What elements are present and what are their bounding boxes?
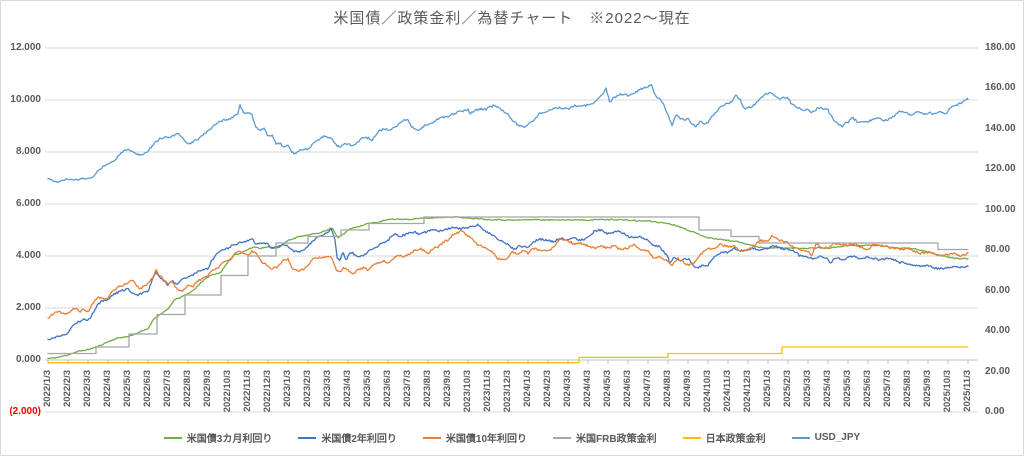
y-right-tick-label: 120.00 <box>985 163 1016 175</box>
x-tick-label: 2022/11/3 <box>242 370 253 412</box>
legend-label: 米国債3カ月利回り <box>186 434 273 445</box>
legend-label: USD_JPY <box>814 432 861 443</box>
legend-marker-line <box>682 436 701 439</box>
y-right-tick-label: 80.00 <box>985 244 1011 256</box>
x-tick-label: 2024/3/3 <box>562 370 573 407</box>
legend-label: 日本政策金利 <box>705 434 766 445</box>
x-tick-label: 2025/7/3 <box>882 370 893 407</box>
x-tick-label: 2025/8/3 <box>902 370 913 407</box>
x-tick-label: 2024/4/3 <box>582 370 593 407</box>
x-tick-label: 2023/7/3 <box>402 370 413 407</box>
series-line-4 <box>47 346 969 364</box>
x-tick-label: 2024/12/3 <box>742 370 753 413</box>
y-left-tick-label: 8.000 <box>15 146 41 157</box>
x-tick-label: 2023/8/3 <box>422 370 433 407</box>
x-tick-label: 2024/6/3 <box>622 370 633 407</box>
x-tick-label: 2022/3/3 <box>82 370 93 407</box>
legend-label: 米国FRB政策金利 <box>576 434 657 445</box>
y-right-tick-label: 160.00 <box>985 82 1016 94</box>
x-tick-label: 2024/5/3 <box>602 370 613 407</box>
legend-item: 米国FRB政策金利 <box>553 430 657 445</box>
x-tick-label: 2022/5/3 <box>122 370 133 407</box>
x-tick-label: 2022/4/3 <box>102 370 113 407</box>
x-tick-label: 2023/9/3 <box>442 370 453 407</box>
x-tick-label: 2025/2/3 <box>782 370 793 407</box>
x-tick-label: 2025/1/3 <box>762 370 773 407</box>
series-line-2 <box>47 229 969 319</box>
x-tick-label: 2024/1/3 <box>522 370 533 407</box>
legend-marker-line <box>553 436 572 439</box>
y-right-tick-label: 40.00 <box>985 325 1011 337</box>
legend-label: 米国債10年利回り <box>445 434 528 445</box>
x-tick-label: 2023/2/3 <box>302 370 313 407</box>
x-tick-label: 2022/2/3 <box>62 370 73 407</box>
y-left-tick-label: 12.000 <box>10 42 41 53</box>
x-tick-label: 2022/10/3 <box>222 370 233 413</box>
y-left-tick-label: 0.000 <box>15 354 41 365</box>
x-tick-label: 2022/8/3 <box>182 370 193 407</box>
y-right-tick-label: 180.00 <box>985 42 1016 53</box>
x-tick-label: 2022/6/3 <box>142 370 153 407</box>
legend-marker-line <box>163 436 182 439</box>
legend-marker-line <box>791 436 810 439</box>
x-tick-label: 2023/12/3 <box>502 370 513 413</box>
legend-item: 日本政策金利 <box>682 430 766 445</box>
y-left-tick-label: (2.000) <box>9 406 41 417</box>
y-right-tick-label: 60.00 <box>985 284 1011 296</box>
x-tick-label: 2025/6/3 <box>862 370 873 407</box>
x-tick-label: 2023/4/3 <box>342 370 353 407</box>
series-line-3 <box>47 216 969 355</box>
series-line-1 <box>47 223 969 341</box>
legend: 米国債3カ月利回り 米国債2年利回り 米国債10年利回り 米国FRB政策金利 日本政策金… <box>1 430 1023 445</box>
legend-item: 米国債2年利回り <box>298 430 397 445</box>
legend-label: 米国債2年利回り <box>321 434 397 445</box>
legend-item: USD_JPY <box>791 432 861 443</box>
x-tick-label: 2025/4/3 <box>822 370 833 407</box>
legend-item: 米国債3カ月利回り <box>163 430 273 445</box>
x-tick-label: 2022/1/3 <box>42 370 53 407</box>
x-tick-label: 2025/9/3 <box>922 370 933 407</box>
legend-item: 米国債10年利回り <box>422 430 528 445</box>
x-tick-label: 2024/11/3 <box>722 370 733 412</box>
y-right-tick-label: 140.00 <box>985 122 1016 134</box>
y-left-tick-label: 6.000 <box>15 198 41 209</box>
y-right-tick-label: 0.00 <box>985 406 1005 417</box>
x-tick-label: 2025/10/3 <box>942 370 953 413</box>
y-right-tick-label: 20.00 <box>985 365 1011 377</box>
x-tick-label: 2024/9/3 <box>682 370 693 407</box>
x-tick-label: 2024/10/3 <box>702 370 713 413</box>
x-tick-label: 2023/1/3 <box>282 370 293 407</box>
x-tick-label: 2022/7/3 <box>162 370 173 407</box>
x-tick-label: 2022/9/3 <box>202 370 213 407</box>
x-tick-label: 2023/6/3 <box>382 370 393 407</box>
x-tick-label: 2025/3/3 <box>802 370 813 407</box>
x-tick-label: 2025/5/3 <box>842 370 853 407</box>
series-line-5 <box>47 84 969 184</box>
x-tick-label: 2025/11/3 <box>962 370 973 412</box>
x-tick-label: 2024/2/3 <box>542 370 553 407</box>
x-tick-label: 2024/7/3 <box>642 370 653 407</box>
y-left-tick-label: 2.000 <box>15 302 41 313</box>
y-right-tick-label: 100.00 <box>985 203 1016 215</box>
legend-marker-line <box>422 436 441 439</box>
x-tick-label: 2022/12/3 <box>262 370 273 413</box>
x-tick-label: 2023/3/3 <box>322 370 333 407</box>
y-left-tick-label: 4.000 <box>15 250 41 261</box>
y-left-tick-label: 10.000 <box>10 94 41 105</box>
x-tick-label: 2023/11/3 <box>482 370 493 412</box>
x-tick-label: 2023/10/3 <box>462 370 473 413</box>
x-tick-label: 2023/5/3 <box>362 370 373 407</box>
legend-marker-line <box>298 436 317 439</box>
x-tick-label: 2024/8/3 <box>662 370 673 407</box>
chart-title: 米国債／政策金利／為替チャート ※2022～現在 <box>333 10 691 27</box>
